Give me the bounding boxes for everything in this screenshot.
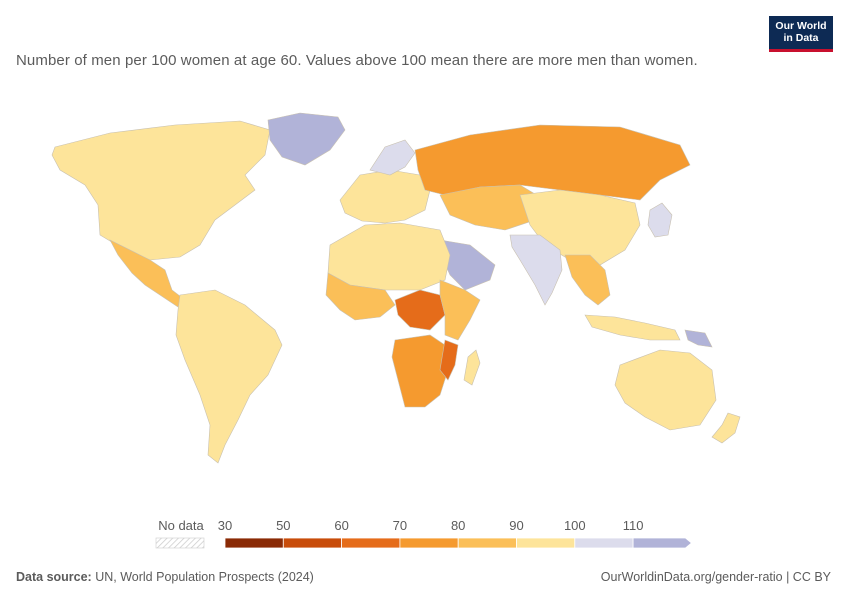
legend-ticks: 30 50 60 70 80 90 100 110 xyxy=(218,518,644,533)
region-scandinavia[interactable] xyxy=(369,139,416,176)
region-southeast-asia[interactable] xyxy=(564,254,611,306)
legend-svg: No data 30 50 60 70 80 90 100 110 xyxy=(155,518,693,549)
legend-tick-label: 70 xyxy=(393,518,407,533)
region-europe[interactable] xyxy=(339,169,431,224)
legend-tick-label: 80 xyxy=(451,518,465,533)
legend-bins xyxy=(224,537,693,549)
logo-line-2: in Data xyxy=(783,32,819,44)
legend: No data 30 50 60 70 80 90 100 110 xyxy=(150,515,710,555)
legend-bin-1[interactable] xyxy=(282,537,343,549)
source-text: UN, World Population Prospects (2024) xyxy=(95,570,314,584)
legend-no-data-swatch[interactable] xyxy=(155,537,205,549)
region-south-america[interactable] xyxy=(175,289,283,464)
logo-line-1: Our World xyxy=(775,20,827,32)
world-map xyxy=(51,112,741,464)
region-greenland[interactable] xyxy=(267,112,346,166)
region-japan[interactable] xyxy=(647,202,673,238)
map-subtitle: Number of men per 100 women at age 60. V… xyxy=(16,52,698,69)
region-east-africa[interactable] xyxy=(439,279,481,341)
region-central-africa[interactable] xyxy=(394,289,446,331)
region-australia[interactable] xyxy=(614,349,717,431)
region-russia[interactable] xyxy=(414,124,691,201)
region-north-africa[interactable] xyxy=(327,222,451,291)
region-madagascar[interactable] xyxy=(463,349,481,386)
region-north-america[interactable] xyxy=(51,120,271,261)
region-indonesia[interactable] xyxy=(584,314,681,341)
legend-tick-label: 30 xyxy=(218,518,232,533)
footer-url[interactable]: OurWorldinData.org/gender-ratio | CC BY xyxy=(600,570,831,584)
footer-source: Data source: UN, World Population Prospe… xyxy=(16,570,314,584)
legend-no-data-label: No data xyxy=(158,518,204,533)
region-mozambique[interactable] xyxy=(439,339,459,381)
legend-bin-0[interactable] xyxy=(224,537,284,549)
legend-tick-label: 110 xyxy=(623,518,644,533)
legend-bin-3[interactable] xyxy=(399,537,459,549)
legend-bin-7[interactable] xyxy=(632,537,693,549)
legend-bin-6[interactable] xyxy=(574,537,634,549)
legend-tick-label: 50 xyxy=(276,518,290,533)
legend-tick-label: 60 xyxy=(334,518,348,533)
region-new-zealand[interactable] xyxy=(711,412,741,444)
source-label: Data source: xyxy=(16,570,92,584)
legend-bin-4[interactable] xyxy=(457,537,517,549)
region-west-africa[interactable] xyxy=(325,272,396,321)
legend-bin-2[interactable] xyxy=(341,537,401,549)
region-india[interactable] xyxy=(509,234,563,306)
legend-tick-label: 100 xyxy=(564,518,586,533)
legend-bin-5[interactable] xyxy=(516,537,576,549)
owid-logo[interactable]: Our World in Data xyxy=(769,16,833,52)
region-papua-new-guinea[interactable] xyxy=(684,329,713,348)
region-southern-africa[interactable] xyxy=(391,334,449,408)
region-mexico-central-america[interactable] xyxy=(109,239,186,308)
legend-tick-label: 90 xyxy=(509,518,523,533)
